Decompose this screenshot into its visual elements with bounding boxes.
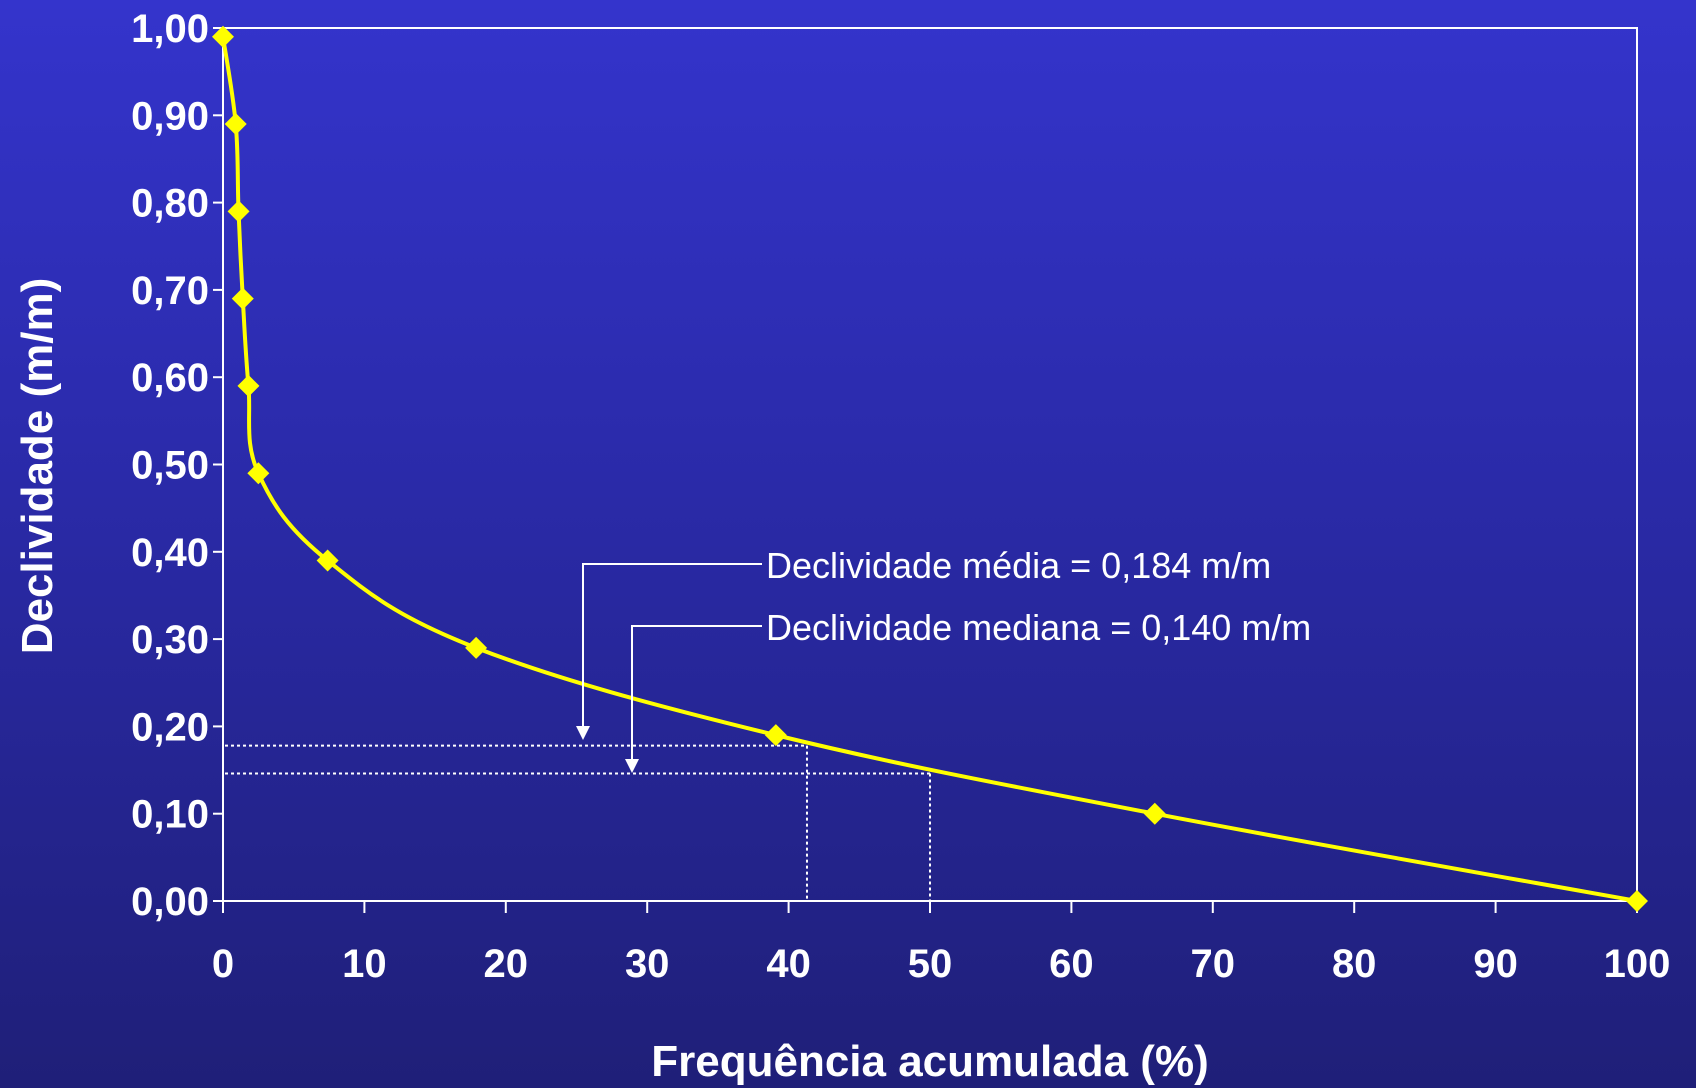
data-point-marker bbox=[231, 287, 254, 310]
data-point-marker bbox=[465, 636, 488, 659]
x-tick-label: 60 bbox=[1049, 942, 1094, 986]
annotation-leader bbox=[631, 625, 762, 759]
y-tick-label: 0,90 bbox=[131, 94, 209, 138]
x-axis-title: Frequência acumulada (%) bbox=[651, 1037, 1208, 1086]
y-tick-label: 0,70 bbox=[131, 269, 209, 313]
data-point-marker bbox=[1143, 802, 1166, 825]
x-tick-label: 90 bbox=[1473, 942, 1518, 986]
annotation-arrowhead bbox=[576, 726, 590, 740]
x-tick-label: 40 bbox=[766, 942, 811, 986]
y-tick-label: 0,40 bbox=[131, 531, 209, 575]
data-point-marker bbox=[224, 113, 247, 136]
x-tick-label: 0 bbox=[212, 942, 234, 986]
data-point-marker bbox=[247, 462, 270, 485]
annotation-arrowhead bbox=[625, 759, 639, 773]
data-point-marker bbox=[237, 374, 260, 397]
annotation-leader bbox=[582, 563, 762, 726]
x-tick-label: 80 bbox=[1332, 942, 1377, 986]
y-tick-label: 0,50 bbox=[131, 444, 209, 488]
data-point-marker bbox=[1626, 890, 1648, 912]
data-point-marker bbox=[764, 724, 787, 747]
x-axis-ticks: 0 10 20 30 40 50 60 70 80 90 100 bbox=[212, 901, 1671, 986]
annotation-label: Declividade média = 0,184 m/m bbox=[766, 545, 1271, 586]
x-tick-label: 100 bbox=[1604, 942, 1671, 986]
x-tick-label: 70 bbox=[1191, 942, 1236, 986]
y-tick-label: 0,10 bbox=[131, 793, 209, 837]
x-tick-label: 50 bbox=[908, 942, 953, 986]
annotations: Declividade média = 0,184 m/m Declividade… bbox=[576, 545, 1311, 773]
guide-lines bbox=[225, 744, 931, 901]
data-point-marker bbox=[316, 549, 339, 572]
y-tick-label: 0,30 bbox=[131, 618, 209, 662]
x-tick-label: 10 bbox=[342, 942, 387, 986]
annotation-label: Declividade mediana = 0,140 m/m bbox=[766, 607, 1311, 648]
x-tick-label: 30 bbox=[625, 942, 670, 986]
data-point-marker bbox=[212, 25, 234, 48]
y-tick-label: 0,80 bbox=[131, 182, 209, 226]
y-axis-title: Declividade (m/m) bbox=[13, 278, 62, 655]
x-tick-label: 20 bbox=[484, 942, 529, 986]
y-tick-label: 0,00 bbox=[131, 880, 209, 924]
y-axis-ticks: 0,00 0,10 0,20 0,30 0,40 0,50 0,60 0,70 0,80 0,90… bbox=[131, 7, 223, 924]
data-point-marker bbox=[227, 200, 250, 223]
y-tick-label: 0,60 bbox=[131, 356, 209, 400]
series-line bbox=[221, 36, 1638, 903]
series-layer bbox=[212, 25, 1648, 912]
y-tick-label: 1,00 bbox=[131, 7, 209, 51]
y-tick-label: 0,20 bbox=[131, 705, 209, 749]
